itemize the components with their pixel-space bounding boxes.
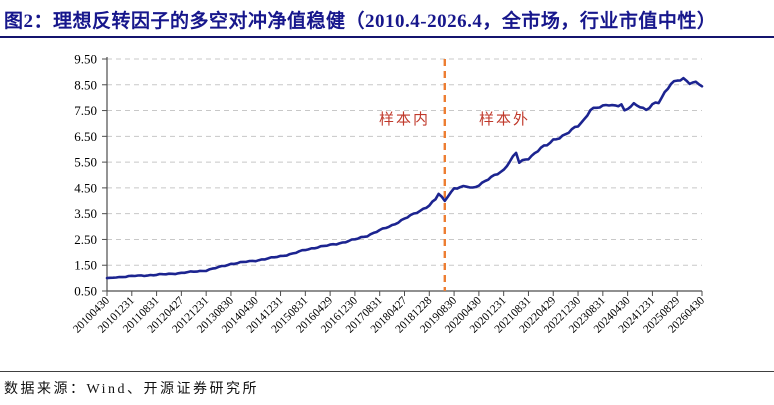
y-tick-label-9.50: 9.50 <box>74 52 97 67</box>
source-note: 数据来源：Wind、开源证券研究所 <box>0 371 774 398</box>
y-tick-label-0.50: 0.50 <box>74 284 97 299</box>
y-tick-label-3.50: 3.50 <box>74 206 97 221</box>
annotation-in-sample: 样本内 <box>378 112 430 128</box>
y-tick-label-8.50: 8.50 <box>74 77 97 92</box>
y-tick-label-7.50: 7.50 <box>74 103 97 118</box>
y-tick-label-4.50: 4.50 <box>74 180 97 195</box>
figure-title: 图2：理想反转因子的多空对冲净值稳健（2010.4-2026.4，全市场，行业市… <box>0 6 774 38</box>
y-tick-label-5.50: 5.50 <box>74 155 97 170</box>
annotation-out-sample: 样本外 <box>479 112 531 128</box>
y-tick-label-6.50: 6.50 <box>74 129 97 144</box>
y-tick-label-2.50: 2.50 <box>74 232 97 247</box>
y-tick-label-1.50: 1.50 <box>74 258 97 273</box>
source-note-text: 数据来源：Wind、开源证券研究所 <box>4 382 260 397</box>
net-value-line <box>105 76 704 280</box>
